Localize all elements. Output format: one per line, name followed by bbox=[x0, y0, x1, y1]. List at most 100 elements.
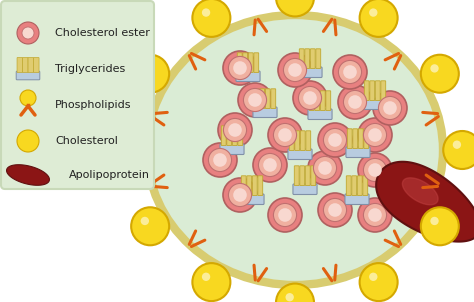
Circle shape bbox=[213, 153, 227, 167]
FancyBboxPatch shape bbox=[345, 194, 369, 204]
Circle shape bbox=[318, 123, 352, 157]
Circle shape bbox=[328, 203, 342, 217]
Circle shape bbox=[203, 143, 237, 177]
FancyBboxPatch shape bbox=[247, 176, 252, 195]
Circle shape bbox=[141, 64, 149, 72]
Circle shape bbox=[273, 204, 297, 226]
FancyBboxPatch shape bbox=[237, 53, 242, 72]
Circle shape bbox=[308, 151, 342, 185]
Circle shape bbox=[131, 207, 169, 245]
Circle shape bbox=[209, 149, 232, 172]
FancyBboxPatch shape bbox=[240, 194, 264, 204]
Circle shape bbox=[358, 198, 392, 232]
Circle shape bbox=[318, 193, 352, 227]
Circle shape bbox=[368, 128, 382, 142]
Circle shape bbox=[303, 91, 317, 105]
FancyBboxPatch shape bbox=[258, 176, 263, 195]
FancyBboxPatch shape bbox=[298, 67, 322, 78]
Circle shape bbox=[22, 27, 34, 39]
Circle shape bbox=[223, 51, 257, 85]
FancyBboxPatch shape bbox=[346, 176, 351, 195]
Circle shape bbox=[358, 153, 392, 187]
FancyBboxPatch shape bbox=[326, 91, 331, 111]
FancyBboxPatch shape bbox=[363, 176, 368, 195]
Circle shape bbox=[343, 65, 357, 79]
Circle shape bbox=[244, 88, 266, 111]
Circle shape bbox=[268, 118, 302, 152]
FancyBboxPatch shape bbox=[310, 49, 315, 69]
FancyBboxPatch shape bbox=[16, 71, 40, 80]
Circle shape bbox=[109, 131, 147, 169]
FancyBboxPatch shape bbox=[254, 89, 259, 108]
Circle shape bbox=[430, 217, 439, 225]
Circle shape bbox=[421, 207, 459, 245]
FancyBboxPatch shape bbox=[316, 49, 321, 69]
Ellipse shape bbox=[147, 15, 443, 285]
Circle shape bbox=[358, 118, 392, 152]
FancyBboxPatch shape bbox=[301, 131, 305, 150]
FancyBboxPatch shape bbox=[221, 126, 226, 146]
FancyBboxPatch shape bbox=[346, 147, 370, 158]
FancyBboxPatch shape bbox=[300, 166, 305, 185]
FancyBboxPatch shape bbox=[289, 131, 294, 150]
Circle shape bbox=[228, 56, 252, 79]
Circle shape bbox=[141, 217, 149, 225]
Text: Triglycerides: Triglycerides bbox=[55, 64, 125, 74]
Circle shape bbox=[285, 293, 294, 301]
FancyBboxPatch shape bbox=[308, 109, 332, 120]
FancyBboxPatch shape bbox=[238, 126, 243, 146]
Circle shape bbox=[299, 86, 321, 110]
FancyBboxPatch shape bbox=[252, 176, 257, 195]
Circle shape bbox=[233, 61, 247, 75]
Text: Cholesterol: Cholesterol bbox=[55, 136, 118, 146]
Circle shape bbox=[373, 91, 407, 125]
FancyBboxPatch shape bbox=[363, 99, 387, 110]
FancyBboxPatch shape bbox=[260, 89, 264, 108]
Circle shape bbox=[313, 156, 337, 180]
Circle shape bbox=[369, 273, 377, 281]
FancyBboxPatch shape bbox=[236, 71, 260, 82]
Circle shape bbox=[368, 208, 382, 222]
FancyBboxPatch shape bbox=[311, 166, 316, 185]
FancyBboxPatch shape bbox=[358, 129, 363, 149]
Circle shape bbox=[378, 96, 401, 120]
Polygon shape bbox=[402, 178, 438, 205]
Polygon shape bbox=[376, 162, 474, 242]
Circle shape bbox=[364, 204, 387, 226]
Circle shape bbox=[421, 55, 459, 93]
Text: Apolipoprotein: Apolipoprotein bbox=[69, 170, 150, 180]
Circle shape bbox=[202, 273, 210, 281]
Circle shape bbox=[364, 159, 387, 182]
FancyBboxPatch shape bbox=[254, 53, 259, 72]
Circle shape bbox=[248, 93, 262, 107]
Circle shape bbox=[192, 0, 230, 37]
FancyBboxPatch shape bbox=[34, 57, 39, 72]
Text: Phospholipids: Phospholipids bbox=[55, 100, 131, 110]
FancyBboxPatch shape bbox=[227, 126, 232, 146]
Circle shape bbox=[348, 95, 362, 109]
FancyBboxPatch shape bbox=[305, 49, 310, 69]
Circle shape bbox=[202, 8, 210, 17]
Circle shape bbox=[360, 0, 398, 37]
FancyBboxPatch shape bbox=[248, 53, 253, 72]
FancyBboxPatch shape bbox=[347, 129, 352, 149]
FancyBboxPatch shape bbox=[370, 81, 374, 101]
Circle shape bbox=[318, 161, 332, 175]
FancyBboxPatch shape bbox=[310, 91, 314, 111]
Circle shape bbox=[278, 128, 292, 142]
Circle shape bbox=[344, 90, 366, 114]
Circle shape bbox=[118, 140, 127, 149]
Circle shape bbox=[338, 60, 362, 84]
FancyBboxPatch shape bbox=[265, 89, 270, 108]
FancyBboxPatch shape bbox=[315, 91, 319, 111]
Circle shape bbox=[288, 63, 302, 77]
Circle shape bbox=[17, 130, 39, 152]
FancyBboxPatch shape bbox=[241, 176, 246, 195]
FancyBboxPatch shape bbox=[305, 166, 310, 185]
Circle shape bbox=[283, 59, 307, 82]
Circle shape bbox=[223, 118, 246, 142]
FancyBboxPatch shape bbox=[295, 131, 300, 150]
Circle shape bbox=[360, 263, 398, 301]
Circle shape bbox=[131, 55, 169, 93]
FancyBboxPatch shape bbox=[243, 53, 247, 72]
